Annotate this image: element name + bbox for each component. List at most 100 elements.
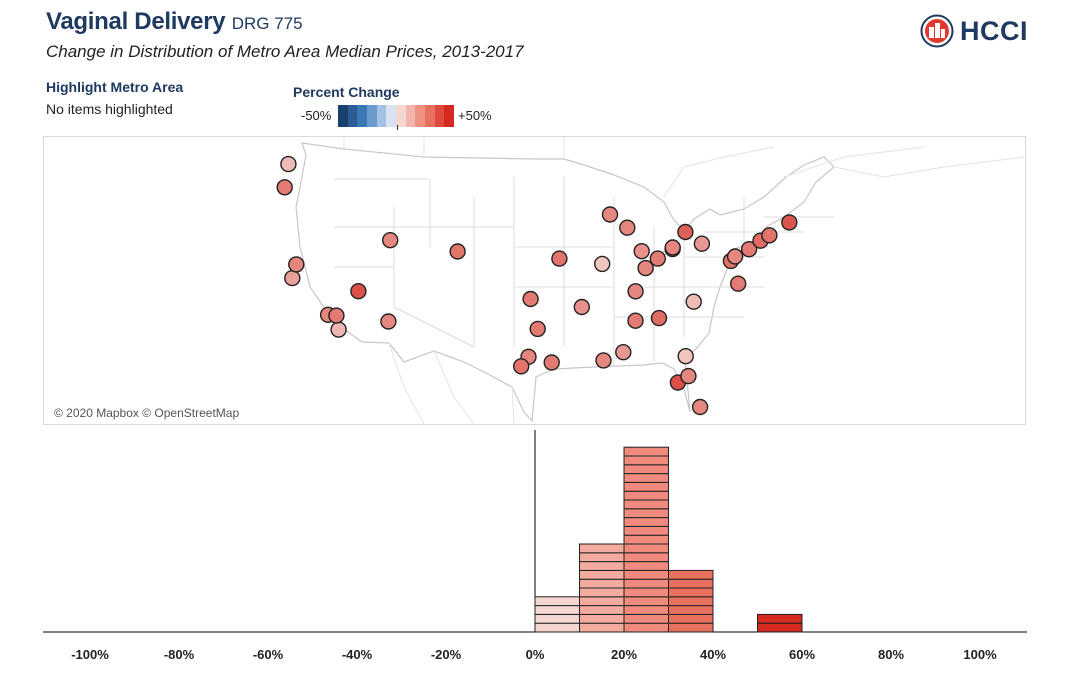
metro-point[interactable] — [726, 248, 744, 265]
hist-unit[interactable] — [534, 613, 580, 624]
map-attribution[interactable]: © 2020 Mapbox © OpenStreetMap — [54, 406, 240, 420]
metro-point[interactable] — [740, 240, 758, 258]
drg-code: DRG 775 — [231, 14, 303, 33]
metro-point[interactable] — [529, 320, 546, 338]
metro-point[interactable] — [276, 179, 293, 196]
hist-unit[interactable] — [623, 508, 669, 519]
hist-unit[interactable] — [668, 578, 714, 589]
hist-unit[interactable] — [623, 499, 669, 510]
hist-unit[interactable] — [623, 490, 669, 501]
hist-unit[interactable] — [579, 543, 625, 554]
legend-swatch — [444, 105, 455, 127]
hist-unit[interactable] — [623, 561, 669, 571]
hist-unit[interactable] — [579, 569, 625, 580]
hist-unit[interactable] — [623, 534, 669, 545]
metro-point[interactable] — [522, 290, 539, 308]
hist-unit[interactable] — [623, 605, 669, 615]
legend-swatch — [338, 105, 348, 127]
hist-unit[interactable] — [623, 613, 669, 624]
hist-unit[interactable] — [579, 622, 625, 633]
hist-unit[interactable] — [534, 622, 580, 633]
hist-unit[interactable] — [623, 569, 669, 580]
hist-unit[interactable] — [623, 473, 669, 483]
metro-point[interactable] — [594, 255, 611, 273]
hist-unit[interactable] — [668, 569, 714, 580]
canada-lines — [343, 137, 1025, 198]
logo-text: HCCI — [960, 15, 1028, 46]
hist-unit[interactable] — [623, 525, 669, 536]
page-subtitle: Change in Distribution of Metro Area Med… — [46, 42, 524, 61]
metro-point[interactable] — [382, 231, 399, 249]
hist-unit[interactable] — [757, 613, 803, 624]
metro-point[interactable] — [627, 312, 644, 329]
map-base-layer — [295, 137, 1025, 424]
hist-unit[interactable] — [623, 517, 669, 527]
hist-unit[interactable] — [534, 605, 580, 615]
metro-point[interactable] — [328, 307, 345, 324]
metro-point[interactable] — [649, 250, 666, 267]
hist-unit[interactable] — [579, 605, 625, 615]
hist-unit[interactable] — [579, 613, 625, 624]
hist-unit[interactable] — [757, 622, 803, 633]
metro-point[interactable] — [615, 343, 632, 361]
hist-unit[interactable] — [579, 552, 625, 563]
metro-point[interactable] — [543, 354, 560, 371]
hist-unit[interactable] — [623, 587, 669, 598]
hist-unit[interactable] — [623, 481, 669, 492]
metro-point[interactable] — [677, 223, 694, 241]
metro-point[interactable] — [637, 259, 654, 277]
hist-unit[interactable] — [668, 622, 714, 633]
metro-point[interactable] — [288, 256, 305, 273]
x-tick-label: -20% — [430, 647, 462, 662]
hist-unit[interactable] — [623, 455, 669, 466]
hist-unit[interactable] — [579, 561, 625, 571]
us-map[interactable]: © 2020 Mapbox © OpenStreetMap — [43, 136, 1026, 425]
metro-point[interactable] — [595, 352, 612, 369]
metro-point[interactable] — [633, 242, 650, 260]
hist-unit[interactable] — [623, 622, 669, 633]
metro-point[interactable] — [573, 298, 590, 316]
hist-unit[interactable] — [579, 587, 625, 598]
hist-unit[interactable] — [623, 578, 669, 589]
hist-unit[interactable] — [668, 596, 714, 607]
metro-point[interactable] — [627, 283, 644, 300]
hist-unit[interactable] — [534, 596, 580, 607]
highlight-dropdown[interactable]: No items highlighted — [46, 101, 173, 117]
metro-point[interactable] — [619, 219, 636, 236]
metro-point[interactable] — [781, 214, 798, 231]
hist-unit[interactable] — [668, 605, 714, 615]
hist-unit[interactable] — [623, 446, 669, 457]
hist-unit[interactable] — [623, 552, 669, 563]
legend-max-label: +50% — [458, 108, 492, 123]
metro-point[interactable] — [449, 243, 466, 260]
metro-point[interactable] — [677, 347, 694, 365]
metro-point[interactable] — [280, 155, 297, 173]
metro-point[interactable] — [761, 227, 778, 244]
metro-point[interactable] — [664, 239, 681, 256]
hist-unit[interactable] — [579, 596, 625, 607]
metro-point[interactable] — [551, 250, 568, 267]
x-tick-label: 100% — [963, 647, 997, 662]
legend-swatch — [425, 105, 435, 127]
metro-point[interactable] — [601, 206, 619, 223]
x-tick-label: 20% — [610, 647, 638, 662]
metro-point[interactable] — [691, 398, 709, 416]
metro-point[interactable] — [693, 235, 711, 252]
hist-unit[interactable] — [623, 464, 669, 475]
metro-point[interactable] — [650, 309, 668, 327]
hist-unit[interactable] — [623, 596, 669, 607]
hist-unit[interactable] — [623, 543, 669, 554]
metro-point[interactable] — [380, 313, 397, 330]
metro-point[interactable] — [513, 358, 530, 375]
metro-point[interactable] — [330, 321, 347, 338]
x-tick-label: 0% — [525, 647, 545, 662]
metro-point[interactable] — [680, 367, 697, 385]
hist-unit[interactable] — [579, 578, 625, 589]
metro-point[interactable] — [284, 269, 301, 287]
metro-point[interactable] — [685, 293, 702, 310]
metro-point[interactable] — [350, 282, 367, 300]
legend-swatch — [434, 105, 445, 127]
metro-point[interactable] — [730, 275, 747, 292]
hist-unit[interactable] — [668, 613, 714, 624]
hist-unit[interactable] — [668, 587, 714, 598]
